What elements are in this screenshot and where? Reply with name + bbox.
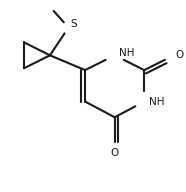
- Text: S: S: [70, 19, 77, 29]
- Text: O: O: [176, 50, 184, 60]
- Text: NH: NH: [119, 48, 134, 58]
- Text: NH: NH: [149, 97, 164, 107]
- Text: O: O: [110, 148, 119, 158]
